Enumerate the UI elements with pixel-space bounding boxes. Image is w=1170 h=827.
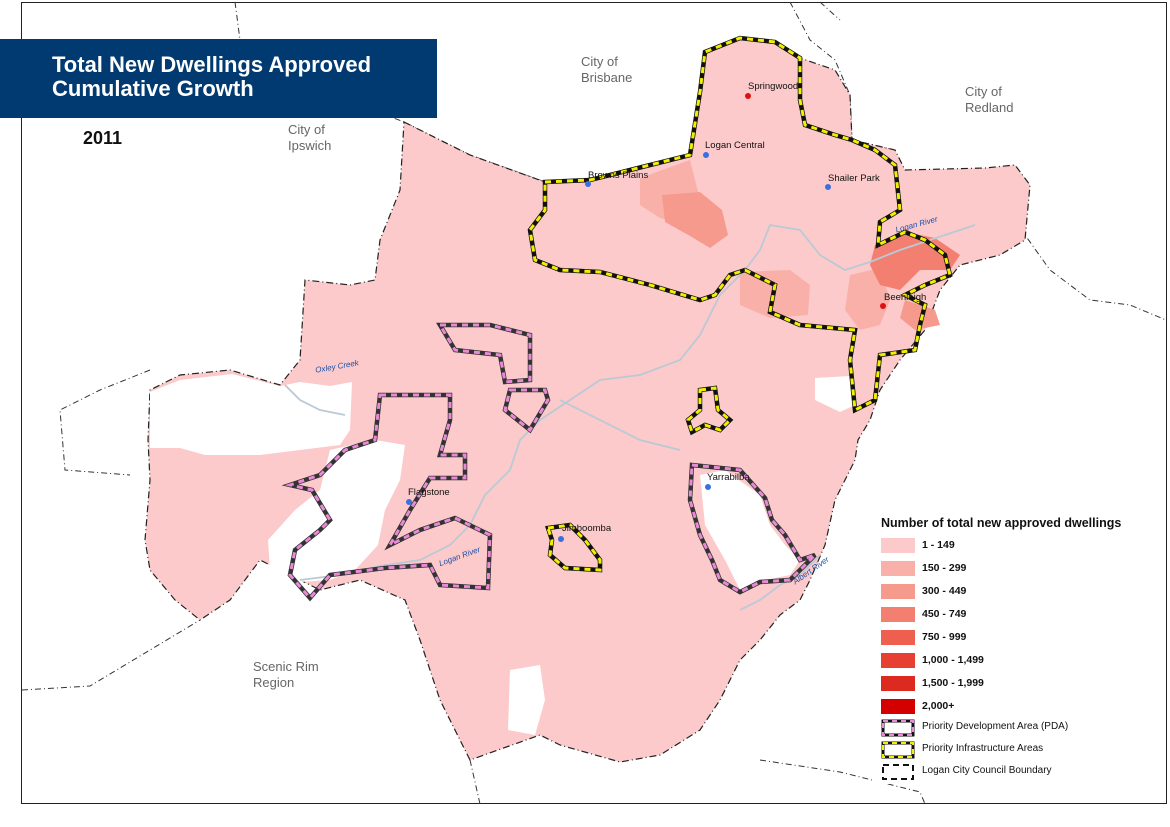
place-label-springwood: Springwood (748, 81, 799, 92)
title-line-2: Cumulative Growth (52, 76, 254, 101)
legend-swatch (881, 630, 915, 645)
legend-swatch (881, 538, 915, 553)
place-dot-yarrabilba (705, 484, 711, 490)
legend-label: 300 - 449 (922, 585, 967, 597)
place-label-yarrabilba: Yarrabilba (707, 472, 750, 483)
legend-label: 2,000+ (922, 700, 955, 712)
region-label-scenic-rim: Scenic Rim Region (253, 659, 319, 690)
rivers (284, 223, 976, 611)
place-dot-jimboomba (558, 536, 564, 542)
lga-area (144, 37, 1031, 763)
place-label-beenleigh: Beenleigh (884, 292, 927, 303)
place-label-browns-plains: Browns Plains (588, 170, 649, 181)
place-dot-flagstone (406, 499, 412, 505)
legend-swatch (881, 584, 915, 599)
legend-label: 1 - 149 (922, 539, 955, 551)
legend-swatch (881, 653, 915, 668)
title-banner: Total New Dwellings Approved Cumulative … (0, 39, 437, 118)
legend-label: 750 - 999 (922, 631, 967, 643)
place-dot-logan-central (703, 152, 709, 158)
place-label-flagstone: Flagstone (408, 487, 450, 498)
legend-title: Number of total new approved dwellings (881, 516, 1122, 530)
priority-infrastructure-areas (527, 35, 953, 573)
legend-swatch (881, 607, 915, 622)
legend-label: 1,500 - 1,999 (922, 677, 984, 689)
place-label-shailer-park: Shailer Park (828, 173, 880, 184)
title-line-1: Total New Dwellings Approved (52, 52, 372, 77)
legend-label: 150 - 299 (922, 562, 967, 574)
region-label-brisbane: City of Brisbane (581, 54, 633, 85)
region-label-redland: City of Redland (965, 84, 1014, 115)
region-label-ipswich: City of Ipswich (288, 122, 332, 153)
legend-label-pia: Priority Infrastructure Areas (922, 743, 1044, 754)
legend-label: 450 - 749 (922, 608, 967, 620)
legend-boundary-swatches (881, 719, 915, 780)
legend-label: 1,000 - 1,499 (922, 654, 984, 666)
place-dot-springwood (745, 93, 751, 99)
legend-swatch (881, 561, 915, 576)
place-dot-beenleigh (880, 303, 886, 309)
legend-label-council-boundary: Logan City Council Boundary (922, 765, 1052, 776)
legend: Number of total new approved dwellings 1… (872, 512, 1162, 784)
place-dot-browns-plains (585, 181, 591, 187)
legend-swatch (881, 676, 915, 691)
place-label-jimboomba: Jimboomba (562, 523, 612, 534)
legend-label-pda: Priority Development Area (PDA) (922, 721, 1069, 732)
priority-development-areas (281, 322, 815, 602)
growth-zones (640, 160, 960, 330)
legend-swatch (881, 699, 915, 714)
year-label: 2011 (83, 128, 123, 148)
place-dot-shailer-park (825, 184, 831, 190)
place-label-logan-central: Logan Central (705, 140, 765, 151)
